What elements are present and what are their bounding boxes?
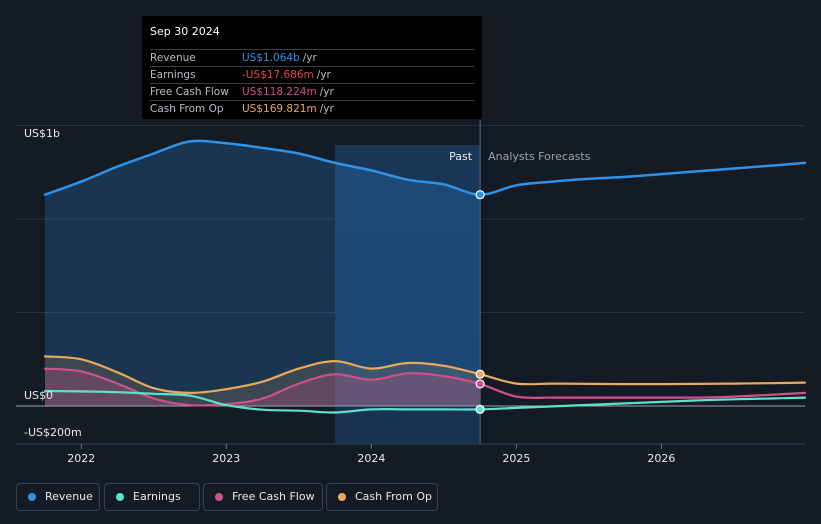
x-tick-label: 2022 [67,452,95,465]
tooltip-value-free-cash-flow: US$118.224m/yr [242,84,334,101]
marker-cash-from-op [475,369,485,379]
tooltip-row-earnings: Earnings -US$17.686m/yr [150,66,474,84]
tooltip-value-text: US$169.821m [242,103,317,115]
tooltip-label: Revenue [150,52,196,64]
x-tick-label: 2024 [357,452,385,465]
y-tick-label: US$0 [24,389,53,402]
line-revenue [43,139,807,196]
tooltip-value-revenue: US$1.064b/yr [242,50,317,67]
tooltip-value-cash-from-op: US$169.821m/yr [242,101,334,118]
legend-item-free-cash-flow[interactable]: Free Cash Flow [203,483,323,511]
y-tick-label: -US$200m [24,426,82,439]
legend-dot-icon [28,493,36,501]
tooltip: Sep 30 2024 Revenue US$1.064b/yr Earning… [142,16,482,119]
tooltip-unit: /yr [316,69,331,81]
line-earnings [43,389,807,414]
legend-dot-icon [338,493,346,501]
tooltip-value-text: US$118.224m [242,86,317,98]
area-free-cash-flow [45,368,481,406]
legend-item-earnings[interactable]: Earnings [104,483,200,511]
x-tick-label: 2025 [502,452,530,465]
tooltip-label: Free Cash Flow [150,86,229,98]
x-tick-label: 2023 [212,452,240,465]
tooltip-value-earnings: -US$17.686m/yr [242,67,331,84]
tooltip-label: Cash From Op [150,103,224,115]
legend-label: Cash From Op [355,490,433,503]
marker-free-cash-flow [475,379,485,389]
forecast-label: Analysts Forecasts [488,150,591,163]
marker-earnings [475,404,485,414]
tooltip-value-text: US$1.064b [242,52,300,64]
tooltip-row-revenue: Revenue US$1.064b/yr [150,49,474,67]
legend-dot-icon [116,493,124,501]
line-free-cash-flow [43,367,807,407]
marker-revenue [475,190,485,200]
past-label: Past [449,150,473,163]
legend-item-revenue[interactable]: Revenue [16,483,100,511]
past-highlight-band [335,145,481,444]
tooltip-row-free-cash-flow: Free Cash Flow US$118.224m/yr [150,83,474,101]
line-cash-from-op [43,355,807,395]
tooltip-date: Sep 30 2024 [150,25,220,38]
tooltip-row-cash-from-op: Cash From Op US$169.821m/yr [150,100,474,118]
legend-label: Earnings [133,490,181,503]
legend-label: Free Cash Flow [232,490,315,503]
legend-item-cash-from-op[interactable]: Cash From Op [326,483,438,511]
legend-dot-icon [215,493,223,501]
tooltip-label: Earnings [150,69,196,81]
tooltip-unit: /yr [319,103,334,115]
y-tick-label: US$1b [24,127,60,140]
x-tick-label: 2026 [647,452,675,465]
tooltip-unit: /yr [302,52,317,64]
area-revenue [45,140,481,406]
tooltip-unit: /yr [319,86,334,98]
tooltip-value-text: -US$17.686m [242,69,314,81]
legend-label: Revenue [45,490,93,503]
